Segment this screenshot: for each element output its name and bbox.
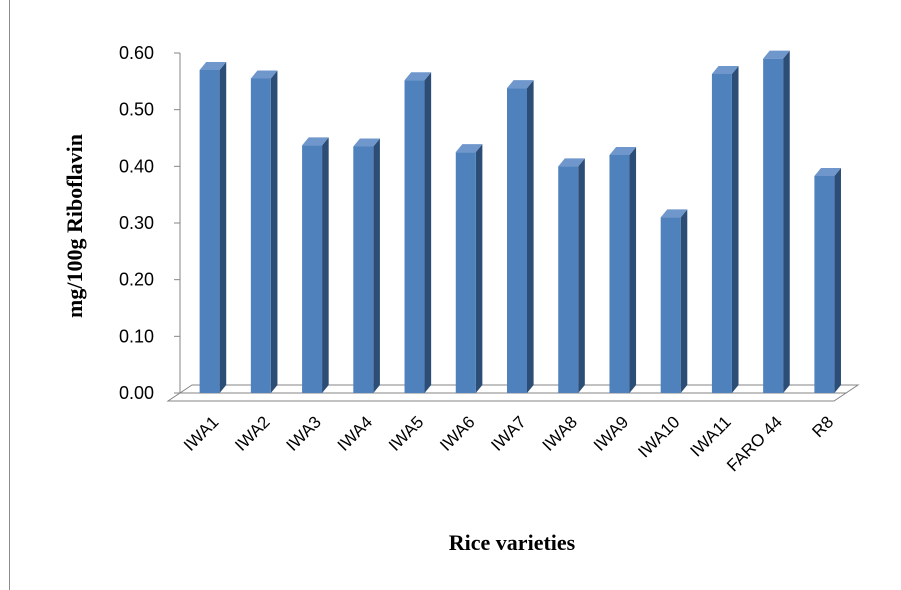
bar-front [763,58,784,394]
bar-side [629,147,637,393]
y-tick-label: 0.00 [119,383,154,403]
bar-side [270,70,278,393]
x-tick-label: IWA9 [590,412,632,454]
bar-front [507,88,527,393]
bar-side [424,72,432,393]
bar-top [507,80,534,89]
bar [250,70,278,393]
bar-side [322,137,329,393]
x-tick-label: IWA5 [385,412,427,454]
bar-top [199,62,227,70]
bar-front [199,70,220,393]
bar [404,72,432,393]
bar-front [302,145,323,393]
bar-front [353,146,374,393]
bar-side [219,62,227,393]
y-tick-label: 0.50 [119,100,154,120]
bar-top [250,70,278,79]
bar-top [558,158,585,167]
bar-front [814,175,835,393]
bar-side [783,50,790,394]
y-tick-label: 0.20 [119,270,154,290]
x-tick-label: IWA8 [539,412,581,454]
x-tick-label: FARO 44 [723,412,786,475]
x-tick-label: IWA3 [283,412,325,454]
y-tick-label: 0.60 [119,43,154,63]
y-tick-label: 0.40 [119,156,154,176]
bar-top [353,138,380,147]
x-tick-label: IWA7 [487,412,529,454]
y-axis-title: mg/100g Riboflavin [62,134,87,318]
bar-top [660,209,688,218]
bar [814,167,841,393]
chart-frame [9,0,901,590]
chart-floor-front [166,392,848,402]
bar-side [578,158,585,393]
y-tick-label: 0.10 [119,326,154,346]
bar [609,147,637,393]
x-tick-label: IWA4 [334,412,376,454]
bars-layer [199,50,841,394]
bar-front [558,166,579,393]
bar-top [404,72,432,81]
bar [507,80,534,393]
bar-top [814,167,841,176]
bar [763,50,790,394]
bar-top [711,65,739,74]
bar [455,144,483,393]
bar-side [680,209,688,393]
bar-top [763,50,790,59]
x-tick-label: IWA11 [687,412,735,460]
bar-front [609,155,630,393]
bar-top [609,147,637,155]
x-tick-label: IWA10 [634,412,683,461]
x-tick-label: IWA1 [180,412,222,454]
bar-side [731,65,739,393]
bar [711,65,739,393]
bar-front [250,78,271,393]
x-tick-label: IWA2 [231,412,273,454]
bar-top [455,144,483,153]
bar-front [404,80,425,393]
bar [660,209,688,393]
bar [353,138,380,393]
x-tick-label: R8 [808,412,837,441]
bar-front [711,73,732,393]
bar-side [527,80,534,393]
axis-layer [166,52,860,402]
bar-side [373,138,380,393]
bar-side [475,144,483,393]
y-tick-label: 0.30 [119,213,154,233]
bar [558,158,585,393]
x-tick-label: IWA6 [436,412,478,454]
bar [199,62,227,393]
bar-top [302,137,329,146]
bar-side [834,167,841,393]
x-axis-title: Rice varieties [449,530,576,555]
bar-front [660,217,681,393]
bar-front [455,152,476,393]
bar [302,137,329,393]
